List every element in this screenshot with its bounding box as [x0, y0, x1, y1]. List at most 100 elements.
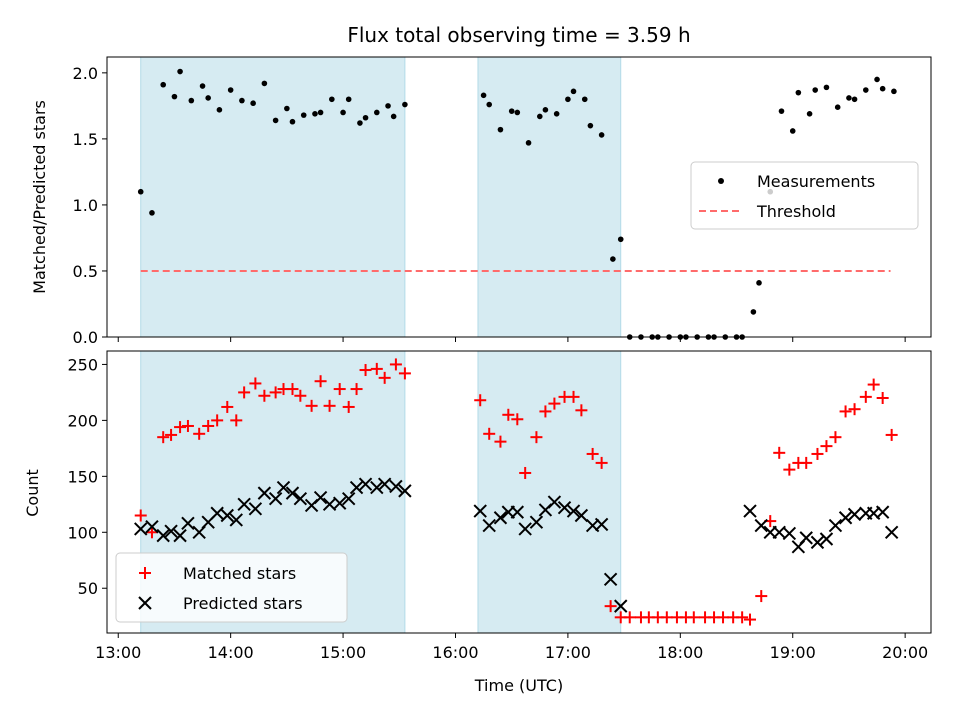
- predicted-star-point: [557, 500, 572, 515]
- measurement-point: [171, 93, 178, 100]
- y-tick-label-3: 1.5: [73, 130, 98, 149]
- measurement-point: [879, 85, 886, 92]
- shaded-span-2: [477, 56, 622, 338]
- predicted-star-point: [518, 522, 532, 536]
- matched-star-point: [342, 400, 355, 413]
- measurement-point: [357, 120, 363, 126]
- measurement-point: [216, 107, 223, 113]
- predicted-star-point: [164, 524, 178, 538]
- predicted-star-point: [398, 484, 412, 498]
- y-tick-label-2: 150: [67, 467, 98, 486]
- predicted-star-point: [754, 518, 768, 533]
- predicted-star-point: [493, 511, 508, 525]
- predicted-star-point: [547, 495, 562, 509]
- measurement-point: [272, 117, 279, 124]
- measurement-point: [402, 101, 408, 108]
- matched-star-point: [530, 431, 543, 444]
- matched-star-point: [567, 390, 580, 403]
- measurement-point: [508, 108, 515, 114]
- x-tick-label-4: 17:00: [545, 643, 591, 662]
- predicted-star-point: [268, 492, 283, 506]
- x-tick-label-3: 16:00: [432, 643, 478, 662]
- measurement-point: [373, 109, 380, 116]
- predicted-star-point: [614, 599, 628, 613]
- x-tick-label-1: 14:00: [208, 643, 254, 662]
- matched-star-point: [483, 427, 496, 440]
- matched-star-point: [494, 435, 507, 448]
- measurement-point: [250, 100, 256, 107]
- predicted-star-point: [782, 526, 797, 541]
- measurement-point: [862, 87, 869, 93]
- measurement-point: [486, 101, 493, 108]
- measurement-point: [851, 96, 858, 103]
- legend-predicted-label: Predicted stars: [183, 594, 303, 613]
- measurement-point: [390, 113, 397, 120]
- measurement-point: [199, 83, 206, 89]
- matched-star-point: [474, 394, 487, 407]
- matched-star-point: [305, 399, 318, 412]
- predicted-star-point: [370, 480, 384, 495]
- matched-star-point: [202, 419, 215, 432]
- top-legend-box: [690, 161, 919, 230]
- measurement-point: [542, 107, 549, 113]
- measurement-point: [137, 188, 144, 195]
- measurement-point: [587, 122, 594, 129]
- predicted-star-point: [173, 528, 187, 543]
- legend-measurements-label: Measurements: [757, 172, 875, 191]
- top-panel-frame: [106, 56, 932, 338]
- measurement-point: [317, 109, 324, 116]
- matched-star-point: [193, 427, 206, 440]
- measurement-point: [565, 96, 571, 103]
- matched-star-point: [258, 389, 271, 402]
- matched-star-point: [286, 383, 299, 396]
- measurement-point: [536, 113, 543, 120]
- bottom-panel: 50 100 150 200 250 13:00 14:00 15:00 16:00 17:00…: [23, 350, 932, 695]
- matched-star-point: [820, 440, 833, 453]
- predicted-star-point: [134, 522, 148, 536]
- matched-star-point: [370, 362, 383, 375]
- legend-measurements-marker: [718, 178, 724, 184]
- matched-star-point: [511, 413, 524, 426]
- measurement-point: [289, 118, 296, 125]
- matched-star-point: [181, 419, 194, 432]
- measurement-point: [385, 103, 391, 109]
- bottom-y-ticks: 50 100 150 200 250: [67, 355, 107, 598]
- legend-threshold-label: Threshold: [756, 202, 836, 221]
- matched-star-point: [660, 611, 673, 624]
- matched-star-point: [157, 431, 170, 444]
- predicted-star-point: [838, 511, 853, 525]
- predicted-star-point: [828, 518, 843, 533]
- measurement-point: [756, 280, 762, 286]
- legend-matched-label: Matched stars: [183, 564, 296, 583]
- measurement-point: [778, 108, 785, 114]
- measurement-point: [834, 104, 841, 110]
- measurement-point: [177, 68, 183, 75]
- measurement-point: [284, 105, 290, 112]
- matched-star-point: [269, 386, 282, 399]
- y-tick-label-1: 0.5: [73, 262, 98, 281]
- matched-stars-points: [134, 358, 898, 626]
- measurement-point: [598, 132, 605, 138]
- matched-star-point: [548, 397, 561, 410]
- measurement-point: [617, 236, 624, 243]
- predicted-star-point: [313, 490, 328, 505]
- shaded-span-2: [477, 350, 622, 634]
- top-legend: Measurements Threshold: [690, 161, 919, 230]
- matched-star-point: [333, 383, 346, 396]
- measurement-point: [261, 80, 268, 87]
- matched-star-point: [773, 446, 786, 459]
- matched-star-point: [604, 600, 617, 613]
- measurement-point: [497, 126, 504, 133]
- predicted-star-point: [293, 492, 308, 506]
- measurement-point: [480, 92, 487, 99]
- measurement-point: [525, 140, 532, 146]
- bottom-legend-box: [115, 552, 348, 623]
- predicted-star-point: [285, 486, 300, 500]
- measurement-point: [149, 210, 155, 216]
- predicted-star-point: [799, 531, 813, 545]
- measurement-point: [300, 112, 307, 118]
- matched-star-point: [687, 611, 700, 624]
- predicted-star-point: [482, 518, 496, 533]
- top-y-ticks: 0.0 0.5 1.0 1.5 2.0: [73, 64, 107, 347]
- y-tick-label-0: 50: [78, 579, 98, 598]
